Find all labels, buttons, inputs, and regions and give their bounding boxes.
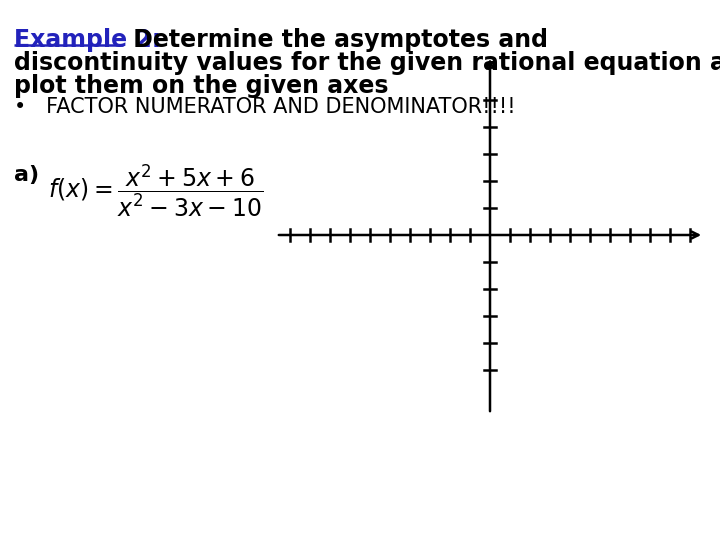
Text: Example 2:: Example 2:	[14, 28, 161, 52]
Text: $f(x) = \dfrac{x^2 + 5x + 6}{x^2 - 3x - 10}$: $f(x) = \dfrac{x^2 + 5x + 6}{x^2 - 3x - …	[48, 162, 263, 219]
Text: discontinuity values for the given rational equation and: discontinuity values for the given ratio…	[14, 51, 720, 75]
Text: •   FACTOR NUMERATOR AND DENOMINATOR!!!!: • FACTOR NUMERATOR AND DENOMINATOR!!!!	[14, 97, 516, 117]
Text: a): a)	[14, 165, 39, 185]
Text: plot them on the given axes: plot them on the given axes	[14, 74, 389, 98]
Text: Determine the asymptotes and: Determine the asymptotes and	[125, 28, 548, 52]
